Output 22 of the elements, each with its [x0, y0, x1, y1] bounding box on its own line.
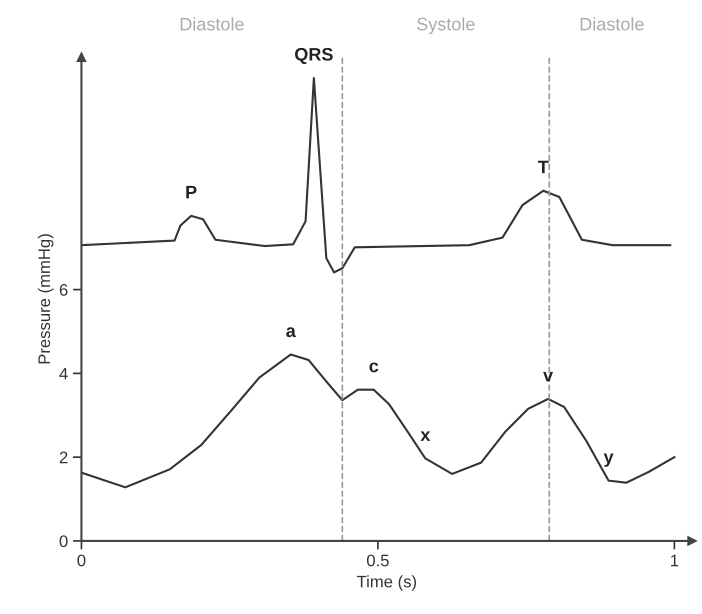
annotation: P: [186, 186, 197, 198]
y-tick-label: 2: [60, 452, 68, 464]
y-axis-title: Pressure (mmHg): [38, 234, 54, 364]
x-tick-label: 1: [671, 554, 678, 566]
text: Diastole: [580, 17, 644, 30]
annotation: c: [369, 362, 378, 372]
annotation: x: [420, 431, 430, 441]
x-tick-label: 0.5: [366, 554, 389, 566]
x-tick-label: 0: [77, 554, 86, 566]
annotation: v: [543, 372, 554, 382]
line-series: [81, 77, 672, 274]
annotation: T: [538, 160, 549, 174]
text: Diastole: [180, 17, 244, 30]
line-series: [81, 353, 676, 488]
x-axis-title: Time (s): [356, 575, 416, 591]
annotation: a: [286, 327, 296, 338]
y-tick-label: 6: [60, 284, 68, 296]
annotation: QRS: [295, 48, 333, 64]
text: Systole: [417, 17, 475, 34]
y-tick-label: 0: [60, 535, 68, 548]
annotation: y: [604, 454, 614, 467]
y-tick-label: 4: [59, 368, 68, 380]
